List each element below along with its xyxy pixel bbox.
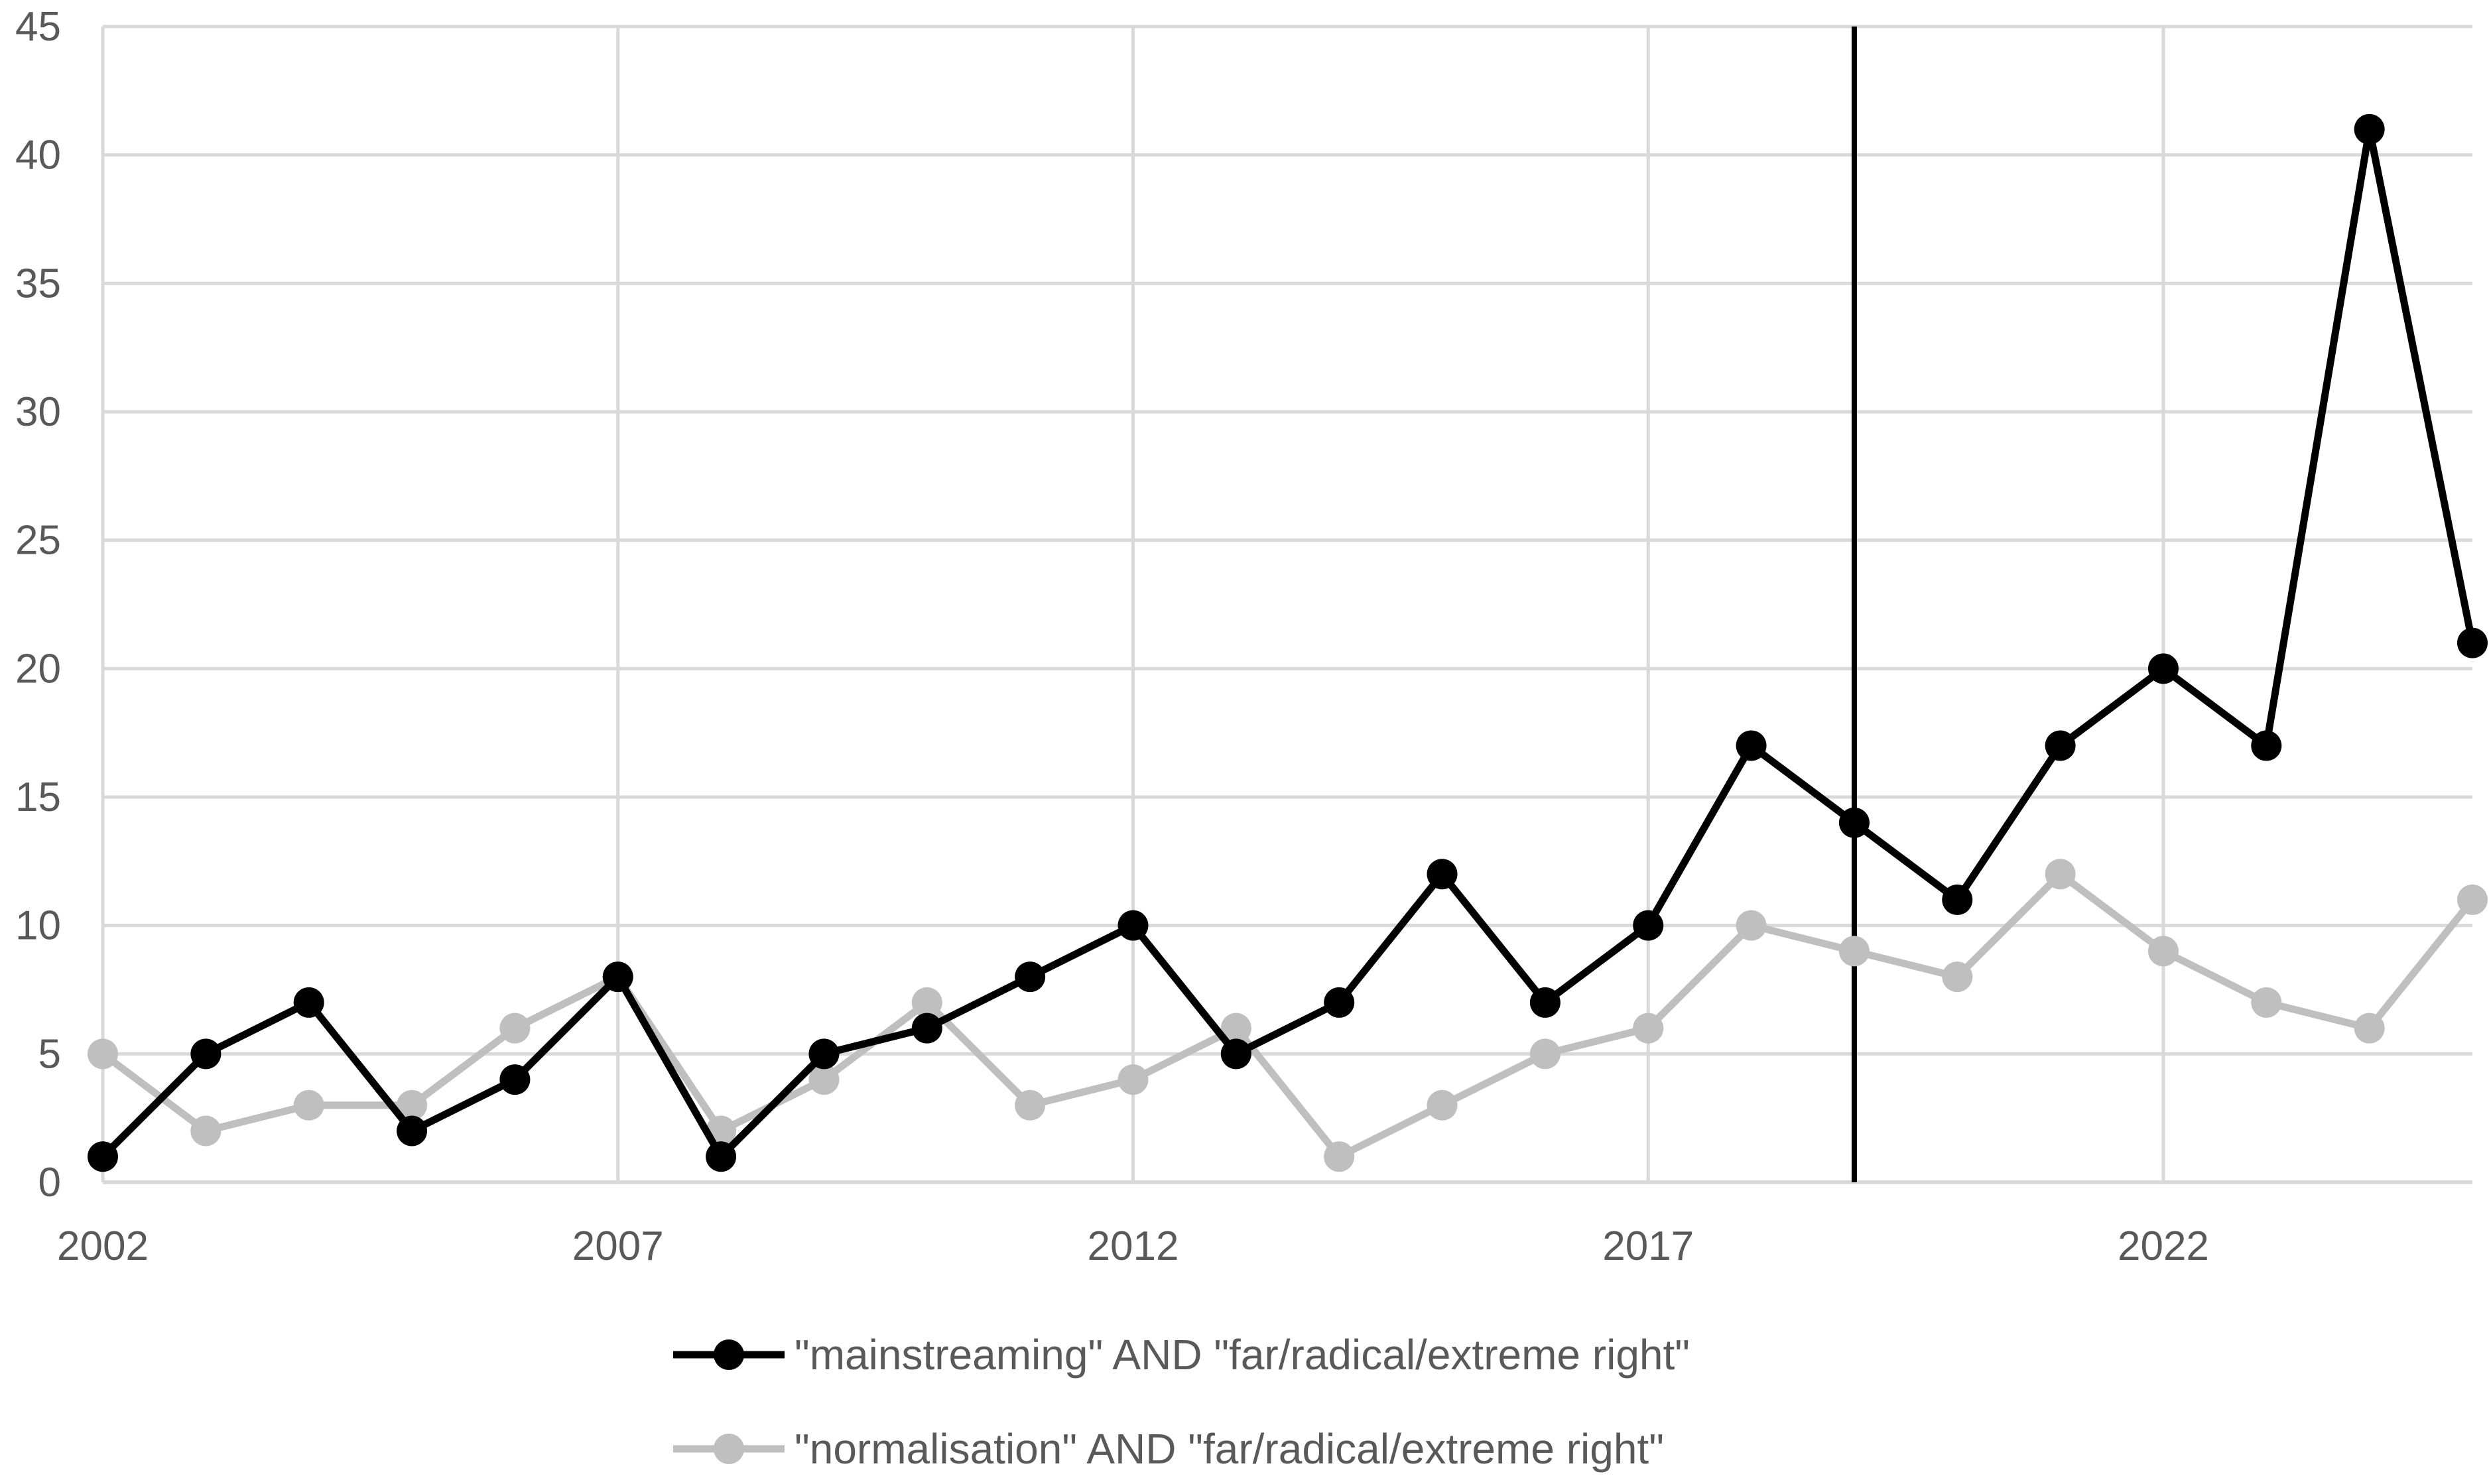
legend-swatch-marker [714,1434,744,1464]
y-tick-label: 45 [15,4,61,50]
data-point [1117,1064,1149,1095]
data-point [1427,1089,1458,1121]
data-point [1942,961,1973,993]
data-point [1324,987,1355,1018]
data-point [397,1089,428,1121]
data-point [1117,910,1149,941]
legend: "mainstreaming" AND "far/radical/extreme… [673,1331,1690,1473]
data-point [1015,961,1046,993]
tick-labels: 0 5 10 15 20 25 30 35 40 45 2002 2007 2012 2017 2022 [15,4,2209,1269]
data-point [911,1013,942,1044]
data-point [1529,987,1561,1018]
data-point [397,1115,428,1146]
data-point [2147,653,2179,684]
data-point [190,1038,222,1070]
data-point [2045,859,2076,890]
data-point [2045,730,2076,761]
x-tick-label: 2002 [57,1223,149,1269]
data-point [1838,807,1870,838]
data-point [1220,1013,1251,1044]
x-tick-label: 2022 [2118,1223,2209,1269]
series-group [88,113,2488,1172]
data-point [293,987,324,1018]
data-point [1633,910,1664,941]
data-point [1838,936,1870,967]
data-point [1529,1038,1561,1070]
data-point [808,1038,840,1070]
y-tick-label: 20 [15,646,61,692]
data-point [706,1141,737,1172]
y-tick-label: 30 [15,389,61,435]
y-tick-label: 0 [38,1160,61,1206]
data-point [1736,910,1767,941]
y-tick-label: 10 [15,903,61,949]
data-point [1427,859,1458,890]
data-point [1633,1013,1664,1044]
data-point [88,1038,118,1070]
data-point [1736,730,1767,761]
data-point [2457,884,2488,915]
data-point [2251,730,2282,761]
data-point [2147,936,2179,967]
data-point [602,961,633,993]
series-line-1 [100,870,2476,1160]
data-point [1220,1038,1251,1070]
data-point [1324,1141,1355,1172]
data-point [499,1013,531,1044]
data-point [2354,113,2385,145]
grid-lines [101,25,2472,1182]
series-line-0 [100,125,2476,1160]
data-point [2251,987,2282,1018]
data-point [1942,884,1973,915]
data-point [911,987,942,1018]
y-tick-label: 5 [38,1031,61,1077]
x-tick-label: 2007 [572,1223,664,1269]
legend-label: "mainstreaming" AND "far/radical/extreme… [795,1331,1690,1379]
data-point [2457,627,2488,658]
data-point [293,1089,324,1121]
legend-swatch-marker [714,1339,744,1370]
data-point [2354,1013,2385,1044]
y-tick-label: 25 [15,518,61,564]
data-point [1015,1089,1046,1121]
data-point [190,1115,222,1146]
legend-label: "normalisation" AND "far/radical/extreme… [795,1425,1664,1473]
data-point [499,1064,531,1095]
data-point [808,1064,840,1095]
y-tick-label: 35 [15,261,61,306]
data-point [88,1141,118,1172]
y-tick-label: 40 [15,133,61,178]
x-tick-label: 2012 [1088,1223,1179,1269]
y-tick-label: 15 [15,774,61,820]
x-tick-label: 2017 [1602,1223,1694,1269]
